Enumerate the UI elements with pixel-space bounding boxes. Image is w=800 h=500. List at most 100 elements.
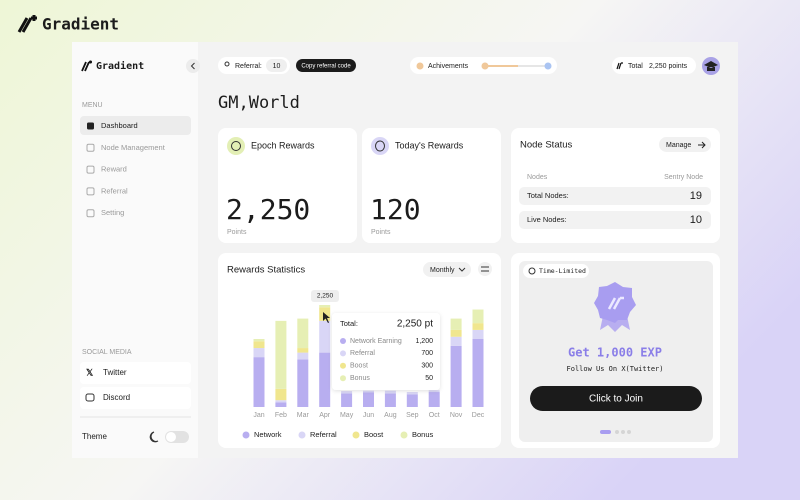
collapse-icon: [190, 62, 195, 70]
x-tick-label: Feb: [275, 412, 287, 419]
x-tick-label: Dec: [472, 412, 485, 419]
bar-segment: [450, 336, 462, 346]
discord-button[interactable]: [80, 387, 191, 409]
legend-swatch: [298, 431, 306, 439]
carousel-dot[interactable]: [600, 430, 611, 434]
card-title: Epoch Rewards: [251, 140, 315, 150]
carousel-dot[interactable]: [627, 430, 631, 434]
sidebar-brand: Gradient: [96, 60, 144, 72]
card: [362, 128, 501, 243]
bar-segment: [450, 345, 462, 407]
twitter-button[interactable]: [80, 362, 191, 384]
carousel-dot[interactable]: [615, 430, 619, 434]
legend-label: Referral: [310, 430, 337, 439]
bar-segment: [363, 390, 374, 393]
card-unit: Points: [227, 229, 247, 236]
carousel-dot[interactable]: [621, 430, 625, 434]
dropdown[interactable]: [423, 262, 471, 277]
copy-button[interactable]: [296, 59, 356, 72]
filter-button[interactable]: [478, 262, 492, 276]
bar-segment: [428, 392, 440, 407]
bar-segment: [253, 348, 265, 358]
menu-icon: [86, 143, 95, 152]
discord-icon: [85, 393, 95, 402]
brand-logo: [17, 15, 37, 33]
chart-title: Rewards Statistics: [227, 265, 305, 276]
node-row: [519, 187, 711, 205]
tooltip-title: Total:: [340, 319, 358, 328]
collapse-button[interactable]: [186, 59, 200, 73]
node-label: Total Nodes:: [527, 191, 569, 200]
copy-button-label: Copy referral code: [301, 64, 351, 70]
progress-start: [481, 62, 489, 70]
cursor: [323, 312, 330, 323]
menu-item[interactable]: Setting: [101, 208, 124, 217]
legend-label: Bonus: [412, 430, 434, 439]
x-tick-label: Oct: [429, 412, 440, 419]
bar-segment: [472, 339, 484, 407]
bar-segment: [297, 352, 309, 360]
bar-segment: [297, 359, 309, 407]
total-points: 2,250 points: [649, 63, 688, 70]
medal: [594, 282, 636, 323]
tooltip-total: 2,250 pt: [397, 319, 433, 330]
tooltip-item: Network Earning: [350, 338, 402, 345]
bar-segment: [472, 329, 484, 339]
tooltip-swatch: [340, 375, 346, 382]
card-icon: [371, 137, 389, 155]
x-tick-label: Sep: [406, 412, 419, 419]
menu-item[interactable]: Referral: [101, 186, 128, 195]
node-value: 19: [690, 190, 702, 202]
menu-item[interactable]: Reward: [101, 165, 127, 174]
tooltip-value: 1,200: [415, 338, 433, 345]
card-title: Today's Rewards: [395, 140, 464, 150]
referral-count-pill: [266, 59, 287, 72]
column-header: Nodes: [527, 174, 548, 181]
x-tick-label: Mar: [297, 412, 310, 419]
db-icon: [375, 140, 385, 152]
x-tick-label: Aug: [384, 412, 397, 419]
bar-segment: [384, 390, 396, 394]
tooltip-swatch: [340, 362, 346, 369]
menu-item[interactable]: Node Management: [101, 143, 166, 152]
badge: [523, 264, 589, 278]
manage-button[interactable]: [659, 137, 711, 152]
menu-icon: [87, 122, 94, 130]
achievement-icon: [416, 62, 424, 70]
node-label: Live Nodes:: [527, 215, 567, 224]
promo-title: Get 1,000 EXP: [568, 346, 662, 360]
bar-segment: [363, 392, 374, 407]
medal-logo: [607, 296, 624, 310]
menu-title: MENU: [82, 102, 103, 109]
total-label: Total: [628, 63, 643, 70]
bar-segment: [319, 320, 331, 353]
tooltip-value: 700: [421, 350, 433, 357]
join-button[interactable]: [530, 386, 702, 411]
tooltip-item: Bonus: [350, 375, 370, 382]
x-icon: 𝕏: [86, 367, 94, 377]
timer-icon: [528, 267, 536, 275]
menu-item[interactable]: Dashboard: [101, 121, 138, 130]
node-value: 10: [690, 214, 702, 226]
x-tick-label: Jun: [363, 412, 374, 419]
x-tick-label: Nov: [450, 412, 463, 419]
bar-segment: [297, 348, 309, 353]
column-header: Sentry Node: [664, 174, 703, 181]
coin-icon: [231, 141, 241, 151]
tooltip-value: 50: [425, 375, 433, 382]
moon-icon: [149, 431, 159, 443]
legend-swatch: [352, 431, 360, 439]
bar-segment: [275, 388, 287, 401]
progress-end: [544, 62, 552, 70]
bar-segment: [319, 305, 331, 308]
sidebar-logo: [81, 60, 92, 72]
tooltip-flag: [311, 290, 339, 302]
referral-count: 10: [273, 63, 281, 70]
social-link[interactable]: Twitter: [103, 368, 127, 377]
avatar-icon: [704, 61, 718, 71]
social-link[interactable]: Discord: [103, 393, 130, 402]
promo-subtitle: Follow Us On X(Twitter): [567, 365, 664, 373]
menu-icon: [86, 187, 95, 196]
bar-segment: [319, 352, 331, 407]
filter-icon: [481, 266, 489, 272]
